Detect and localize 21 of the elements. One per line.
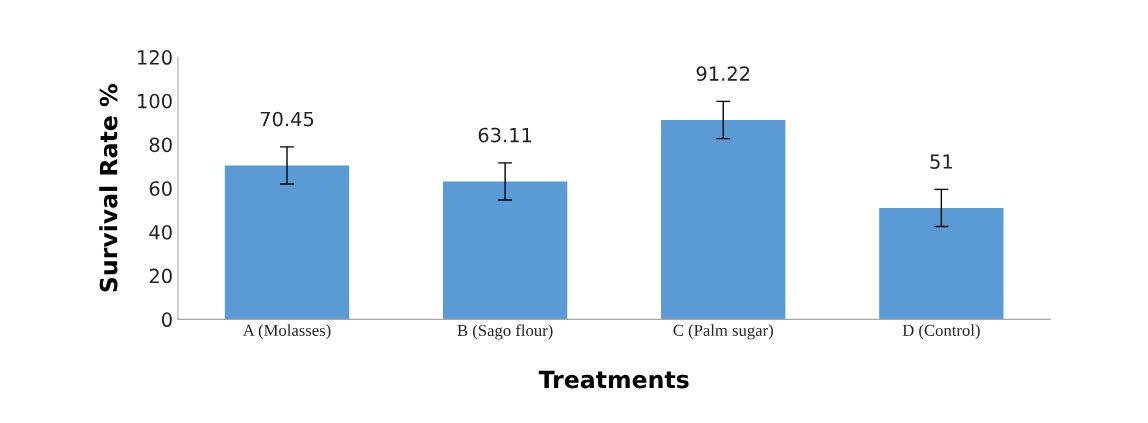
y-tick-label: 100 — [138, 93, 172, 109]
bar — [442, 181, 568, 320]
y-tick-label: 20 — [149, 268, 172, 284]
x-tick-label: B (Sago flour) — [457, 324, 553, 340]
bar — [661, 120, 786, 320]
x-tick-label: C (Palm sugar) — [673, 324, 773, 340]
y-tick-label: 60 — [149, 181, 172, 196]
y-tick-label: 0 — [161, 312, 172, 328]
x-tick-label: A (Molasses) — [242, 324, 331, 340]
data-label: 51 — [930, 154, 952, 169]
data-label: 70.45 — [260, 111, 314, 127]
y-tick-label: 40 — [149, 224, 172, 240]
x-axis-title: Treatments — [538, 370, 689, 389]
y-axis-title: Survival Rate % — [99, 84, 118, 292]
bar — [224, 165, 350, 320]
y-tick-label: 120 — [138, 50, 172, 65]
x-tick-label: D (Control) — [902, 324, 980, 340]
data-label: 91.22 — [696, 66, 750, 81]
data-label: 63.11 — [478, 127, 532, 143]
bar — [879, 207, 1004, 320]
y-tick-label: 80 — [149, 137, 172, 153]
